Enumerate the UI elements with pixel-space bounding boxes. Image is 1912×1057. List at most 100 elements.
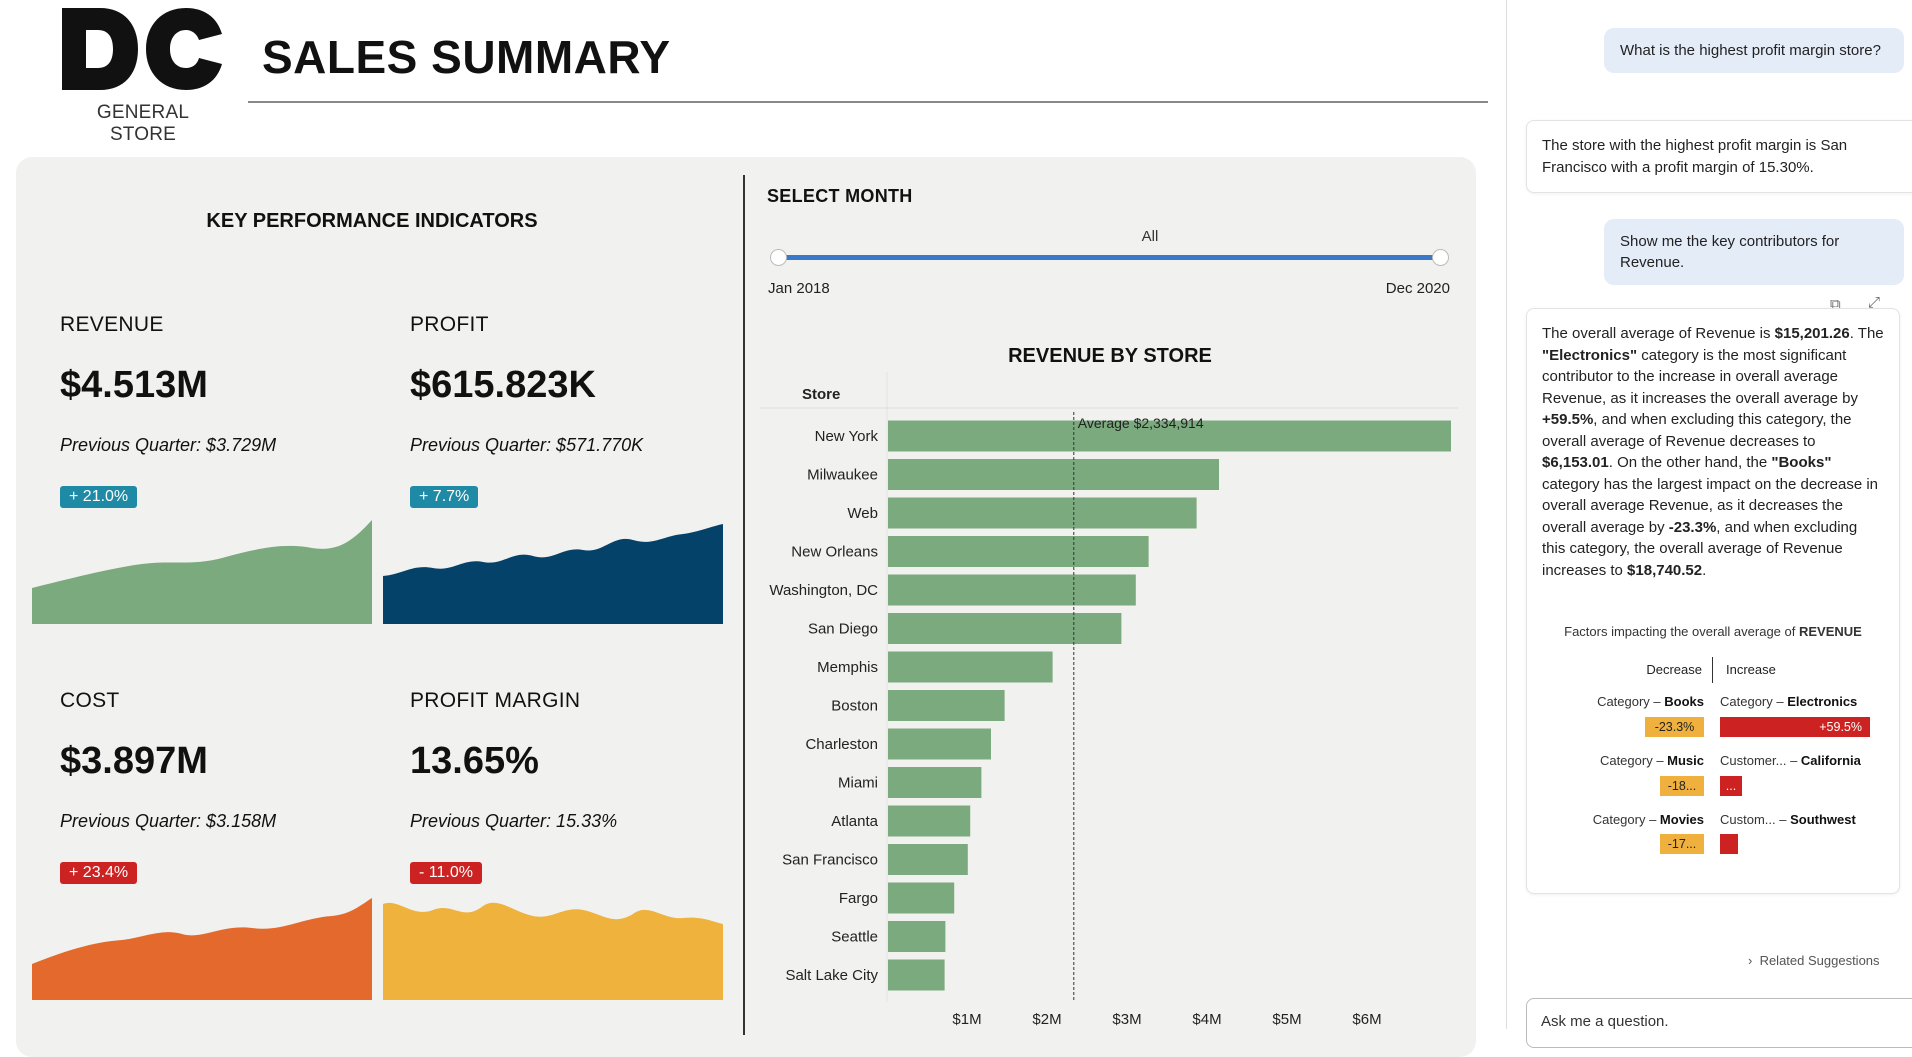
kpi-heading: KEY PERFORMANCE INDICATORS [206, 210, 538, 232]
profit-value: $615.823K [410, 364, 596, 406]
profit-margin-previous: Previous Quarter: 15.33% [410, 811, 618, 831]
x-tick-label: $2M [1032, 1011, 1061, 1028]
revenue-bar [888, 497, 1197, 529]
store-label: San Francisco [782, 852, 878, 869]
month-slider-start-handle[interactable] [770, 249, 787, 266]
cost-change-badge: + 23.4% [60, 862, 138, 884]
x-tick-label: $1M [952, 1011, 981, 1028]
store-label: Seattle [831, 929, 878, 946]
profit-margin-change-badge: - 11.0% [410, 862, 482, 884]
profit-margin-label: PROFIT MARGIN [410, 689, 581, 712]
factor-dec-music-bar: -18... [1660, 776, 1704, 796]
factor-inc-california: Customer... – California [1720, 753, 1861, 768]
factor-dec-movies-bar: -17... [1660, 834, 1704, 854]
store-label: Memphis [817, 659, 878, 676]
month-slider-track[interactable] [778, 255, 1440, 260]
revenue-bar [888, 844, 968, 875]
factor-dec-music: Category – Music [1599, 753, 1704, 768]
revenue-bar [888, 651, 1053, 683]
x-tick-label: $3M [1112, 1011, 1141, 1028]
revenue-by-store-chart: Store New York Milwaukee Web New Orleans Wash… [760, 372, 1458, 1028]
profit-previous: Previous Quarter: $571.770K [410, 435, 644, 455]
cost-sparkline [32, 898, 372, 1000]
profit-margin-sparkline [383, 902, 723, 1000]
store-label: San Diego [808, 621, 878, 638]
chat-input[interactable]: Ask me a question. [1526, 998, 1912, 1048]
x-tick-label: $6M [1352, 1011, 1381, 1028]
revenue-bar [888, 805, 971, 837]
store-label: Salt Lake City [785, 967, 878, 984]
store-label: New Orleans [791, 544, 878, 561]
assistant-message-1: The store with the highest profit margin… [1526, 120, 1912, 193]
revenue-by-store-title: REVENUE BY STORE [1008, 345, 1212, 367]
store-column-header: Store [802, 386, 840, 403]
chevron-right-icon: › [1748, 953, 1760, 968]
revenue-bar [888, 536, 1149, 567]
profit-margin-value: 13.65% [410, 740, 539, 782]
factor-dec-books: Category – Books [1597, 694, 1704, 709]
factors-center-line [1712, 657, 1713, 683]
revenue-bar [888, 420, 1451, 452]
store-label: Washington, DC [769, 582, 878, 599]
store-label: Fargo [839, 890, 878, 907]
store-label: Atlanta [831, 813, 878, 830]
store-label: Miami [838, 775, 878, 792]
page-title: SALES SUMMARY [262, 31, 671, 83]
revenue-bar [888, 459, 1219, 490]
revenue-value: $4.513M [60, 364, 208, 406]
month-slider-end-handle[interactable] [1432, 249, 1449, 266]
revenue-bar [888, 728, 991, 760]
factor-inc-california-bar: ... [1720, 776, 1742, 796]
revenue-bar [888, 882, 955, 914]
revenue-bar [888, 613, 1122, 644]
title-divider [248, 101, 1488, 103]
average-label: Average $2,334,914 [1078, 415, 1204, 431]
x-tick-label: $4M [1192, 1011, 1221, 1028]
cost-label: COST [60, 689, 120, 712]
logo-subtitle: GENERAL STORE [96, 102, 190, 145]
cost-value: $3.897M [60, 740, 208, 782]
revenue-label: REVENUE [60, 313, 164, 336]
factors-decrease-header: Decrease [1646, 662, 1702, 677]
revenue-bar [888, 959, 945, 991]
profit-label: PROFIT [410, 313, 489, 336]
factor-inc-southwest: Custom... – Southwest [1720, 812, 1856, 827]
store-label: Boston [831, 698, 878, 715]
revenue-sparkline [32, 520, 372, 624]
slider-start-label: Jan 2018 [768, 280, 830, 297]
factor-inc-southwest-bar [1720, 834, 1738, 854]
slider-end-label: Dec 2020 [1385, 280, 1450, 297]
factors-increase-header: Increase [1726, 662, 1776, 677]
user-message-2: Show me the key contributors for Revenue… [1604, 219, 1904, 285]
contributors-answer: The overall average of Revenue is $15,20… [1542, 325, 1884, 579]
cost-previous: Previous Quarter: $3.158M [60, 811, 277, 831]
revenue-previous: Previous Quarter: $3.729M [60, 435, 277, 455]
copy-icon[interactable]: ⧉ [1830, 296, 1841, 313]
factor-inc-electronics: Category – Electronics [1720, 694, 1858, 709]
revenue-change-badge: + 21.0% [60, 486, 138, 508]
revenue-bar [888, 690, 1005, 721]
chat-panel-divider [1506, 0, 1507, 1029]
profit-change-badge: + 7.7% [410, 486, 479, 508]
factor-inc-electronics-bar: +59.5% [1720, 717, 1870, 737]
x-tick-label: $5M [1272, 1011, 1301, 1028]
dc-logo [62, 8, 222, 90]
assistant-message-2: The overall average of Revenue is $15,20… [1526, 308, 1900, 894]
panel-divider [743, 175, 745, 1035]
store-label: New York [815, 428, 879, 445]
month-filter-value: All [1141, 228, 1159, 245]
store-label: Charleston [805, 736, 878, 753]
store-label: Web [847, 505, 878, 522]
factor-dec-movies: Category – Movies [1592, 812, 1704, 827]
related-suggestions-link[interactable]: › Related Suggestions [1748, 953, 1880, 968]
user-message-1: What is the highest profit margin store? [1604, 28, 1904, 73]
revenue-bar [888, 767, 982, 798]
profit-sparkline [383, 524, 723, 624]
revenue-bar [888, 921, 946, 952]
expand-icon[interactable]: ⤢ [1868, 294, 1881, 311]
store-label: Milwaukee [807, 467, 878, 484]
select-month-heading: SELECT MONTH [767, 186, 913, 206]
factor-dec-books-bar: -23.3% [1645, 717, 1704, 737]
revenue-bar [888, 574, 1136, 606]
factors-title: Factors impacting the overall average of… [1564, 624, 1862, 639]
